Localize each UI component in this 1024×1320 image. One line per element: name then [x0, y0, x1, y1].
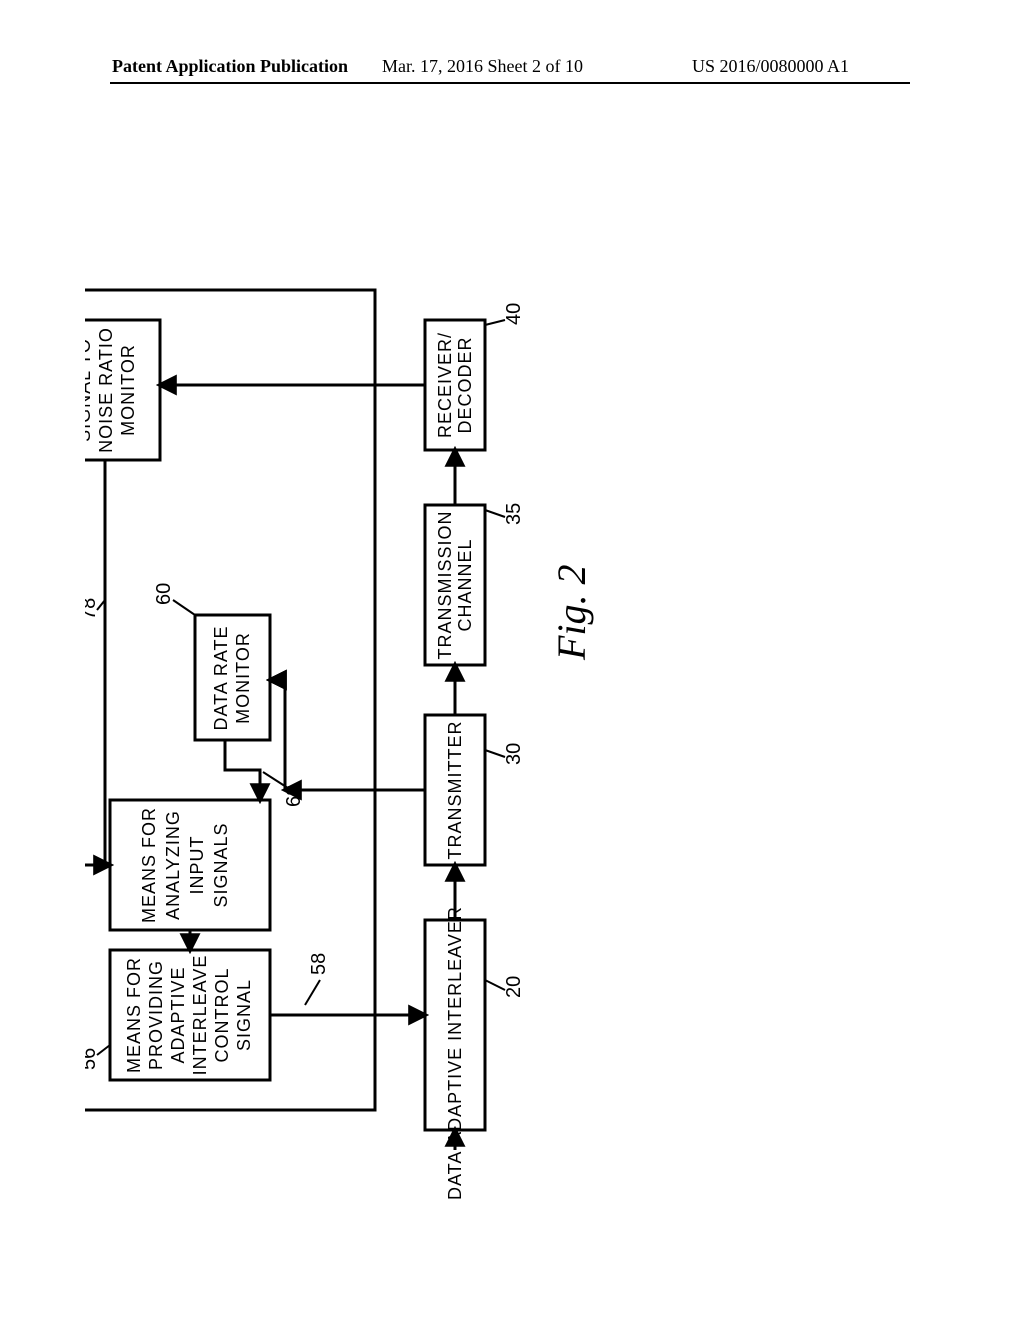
leader-58: [305, 980, 320, 1005]
label-snr-2: NOISE RATIO: [96, 327, 116, 453]
ref-40: 40: [503, 303, 525, 325]
leader-20: [485, 980, 505, 990]
label-anal-4: SIGNALS: [211, 822, 231, 907]
ref-58: 58: [308, 953, 330, 975]
label-transchan-1: TRANSMISSION: [435, 510, 455, 659]
leader-30: [485, 750, 505, 757]
label-receiver-1: RECEIVER/: [435, 332, 455, 438]
leader-35: [485, 510, 505, 517]
label-anal-1: MEANS FOR: [139, 807, 159, 923]
label-receiver-2: DECODER: [455, 336, 475, 433]
label-prov-6: SIGNAL: [234, 979, 254, 1051]
label-prov-2: PROVIDING: [146, 960, 166, 1070]
label-data: DATA: [445, 1151, 465, 1200]
ref-56: 56: [85, 1048, 100, 1070]
label-drm-2: MONITOR: [233, 632, 253, 724]
arrow-68: [225, 740, 260, 800]
label-prov-4: INTERLEAVE: [190, 955, 210, 1076]
label-anal-3: INPUT: [187, 836, 207, 895]
ref-60: 60: [153, 583, 175, 605]
label-adaptive-interleaver: ADAPTIVE INTERLEAVER: [445, 906, 465, 1144]
figure-caption: Fig. 2: [549, 564, 594, 661]
ref-20: 20: [503, 976, 525, 998]
page: Patent Application Publication Mar. 17, …: [0, 0, 1024, 1320]
ref-35: 35: [503, 503, 525, 525]
header-left: Patent Application Publication: [112, 56, 348, 77]
label-drm-1: DATA RATE: [211, 625, 231, 730]
label-anal-2: ANALYZING: [163, 810, 183, 920]
label-transchan-2: CHANNEL: [455, 538, 475, 631]
arrow-tx-to-drm: [270, 680, 285, 790]
header-rule: [110, 82, 910, 84]
label-snr-3: MONITOR: [118, 344, 138, 436]
leader-68: [263, 772, 291, 790]
leader-40: [485, 320, 505, 325]
ref-30: 30: [503, 743, 525, 765]
leader-60: [173, 600, 195, 615]
label-snr-1: SIGNAL TO: [85, 338, 94, 442]
label-transmitter: TRANSMITTER: [445, 721, 465, 860]
label-prov-1: MEANS FOR: [124, 957, 144, 1073]
diagram: ADAPTIVE INTERLEAVER TRANSMITTER TRANSMI…: [85, 160, 725, 1220]
label-prov-3: ADAPTIVE: [168, 966, 188, 1063]
header-mid: Mar. 17, 2016 Sheet 2 of 10: [382, 56, 583, 77]
header-right: US 2016/0080000 A1: [692, 56, 849, 77]
label-prov-5: CONTROL: [212, 967, 232, 1062]
